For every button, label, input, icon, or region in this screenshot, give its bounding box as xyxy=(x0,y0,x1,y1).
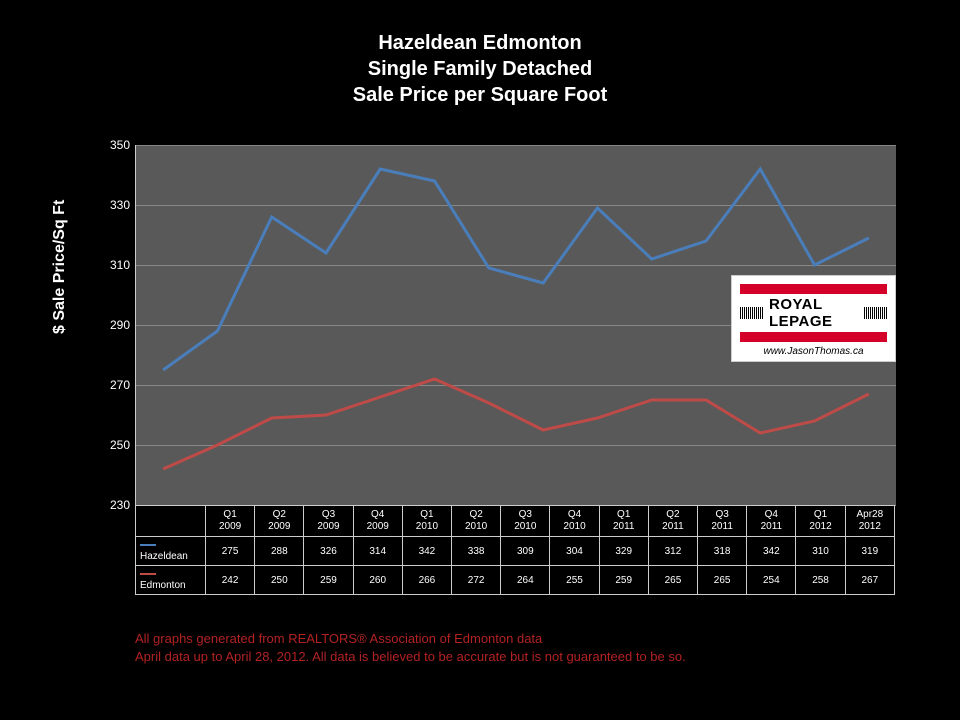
plot-area: ROYAL LEPAGE www.JasonThomas.ca xyxy=(135,145,896,506)
y-tick-label: 290 xyxy=(90,318,130,332)
x-category-header: Q42009 xyxy=(353,506,402,537)
logo-red-bar-top xyxy=(740,284,887,294)
logo-barcode-right xyxy=(864,307,887,319)
data-cell: 329 xyxy=(599,537,648,566)
x-category-header: Q12011 xyxy=(599,506,648,537)
table-row: Edmonton24225025926026627226425525926526… xyxy=(136,566,895,595)
logo-url: www.JasonThomas.ca xyxy=(740,344,887,357)
series-line-edmonton xyxy=(163,379,869,469)
x-category-header: Q22010 xyxy=(452,506,501,537)
data-cell: 242 xyxy=(206,566,255,595)
logo-brand-text: ROYAL LEPAGE xyxy=(769,296,858,330)
data-cell: 342 xyxy=(402,537,451,566)
y-tick-label: 250 xyxy=(90,438,130,452)
y-tick-label: 310 xyxy=(90,258,130,272)
footer-line-1: All graphs generated from REALTORS® Asso… xyxy=(135,630,686,648)
y-tick-label: 330 xyxy=(90,198,130,212)
footer-line-2: April data up to April 28, 2012. All dat… xyxy=(135,648,686,666)
royal-lepage-logo: ROYAL LEPAGE www.JasonThomas.ca xyxy=(731,275,896,362)
data-cell: 312 xyxy=(648,537,697,566)
logo-barcode-left xyxy=(740,307,763,319)
y-tick-label: 350 xyxy=(90,138,130,152)
y-tick-label: 270 xyxy=(90,378,130,392)
title-line-3: Sale Price per Square Foot xyxy=(0,82,960,108)
x-category-header: Q22009 xyxy=(255,506,304,537)
y-tick-label: 230 xyxy=(90,498,130,512)
table-header-row: Q12009Q22009Q32009Q42009Q12010Q22010Q320… xyxy=(136,506,895,537)
x-category-header: Q22011 xyxy=(648,506,697,537)
data-cell: 267 xyxy=(845,566,894,595)
data-cell: 304 xyxy=(550,537,599,566)
title-line-1: Hazeldean Edmonton xyxy=(0,30,960,56)
data-cell: 254 xyxy=(747,566,796,595)
x-category-header: Q12010 xyxy=(402,506,451,537)
data-cell: 250 xyxy=(255,566,304,595)
legend-marker xyxy=(140,573,156,575)
data-table: Q12009Q22009Q32009Q42009Q12010Q22010Q320… xyxy=(135,505,895,595)
data-cell: 266 xyxy=(402,566,451,595)
data-cell: 255 xyxy=(550,566,599,595)
x-category-header: Q12012 xyxy=(796,506,845,537)
data-cell: 342 xyxy=(747,537,796,566)
table-row: Hazeldean2752883263143423383093043293123… xyxy=(136,537,895,566)
data-cell: 310 xyxy=(796,537,845,566)
data-cell: 288 xyxy=(255,537,304,566)
x-category-header: Q32010 xyxy=(501,506,550,537)
y-axis-title: $ Sale Price/Sq Ft xyxy=(51,200,69,334)
data-cell: 338 xyxy=(452,537,501,566)
data-cell: 258 xyxy=(796,566,845,595)
data-cell: 259 xyxy=(599,566,648,595)
data-cell: 319 xyxy=(845,537,894,566)
x-category-header: Q42011 xyxy=(747,506,796,537)
data-cell: 275 xyxy=(206,537,255,566)
data-cell: 264 xyxy=(501,566,550,595)
x-category-header: Q42010 xyxy=(550,506,599,537)
logo-middle-row: ROYAL LEPAGE xyxy=(740,296,887,330)
data-cell: 309 xyxy=(501,537,550,566)
series-name-cell: Edmonton xyxy=(136,566,206,595)
series-name-cell: Hazeldean xyxy=(136,537,206,566)
data-cell: 260 xyxy=(353,566,402,595)
chart-container: Hazeldean Edmonton Single Family Detache… xyxy=(0,0,960,720)
data-cell: 265 xyxy=(698,566,747,595)
data-cell: 326 xyxy=(304,537,353,566)
data-cell: 259 xyxy=(304,566,353,595)
legend-marker xyxy=(140,544,156,546)
data-cell: 272 xyxy=(452,566,501,595)
title-line-2: Single Family Detached xyxy=(0,56,960,82)
x-category-header: Apr282012 xyxy=(845,506,894,537)
x-category-header: Q32011 xyxy=(698,506,747,537)
footer-text: All graphs generated from REALTORS® Asso… xyxy=(135,630,686,666)
x-category-header: Q32009 xyxy=(304,506,353,537)
data-cell: 314 xyxy=(353,537,402,566)
data-cell: 265 xyxy=(648,566,697,595)
x-category-header: Q12009 xyxy=(206,506,255,537)
logo-red-bar-bottom xyxy=(740,332,887,342)
chart-title: Hazeldean Edmonton Single Family Detache… xyxy=(0,30,960,108)
table-corner-cell xyxy=(136,506,206,537)
data-cell: 318 xyxy=(698,537,747,566)
